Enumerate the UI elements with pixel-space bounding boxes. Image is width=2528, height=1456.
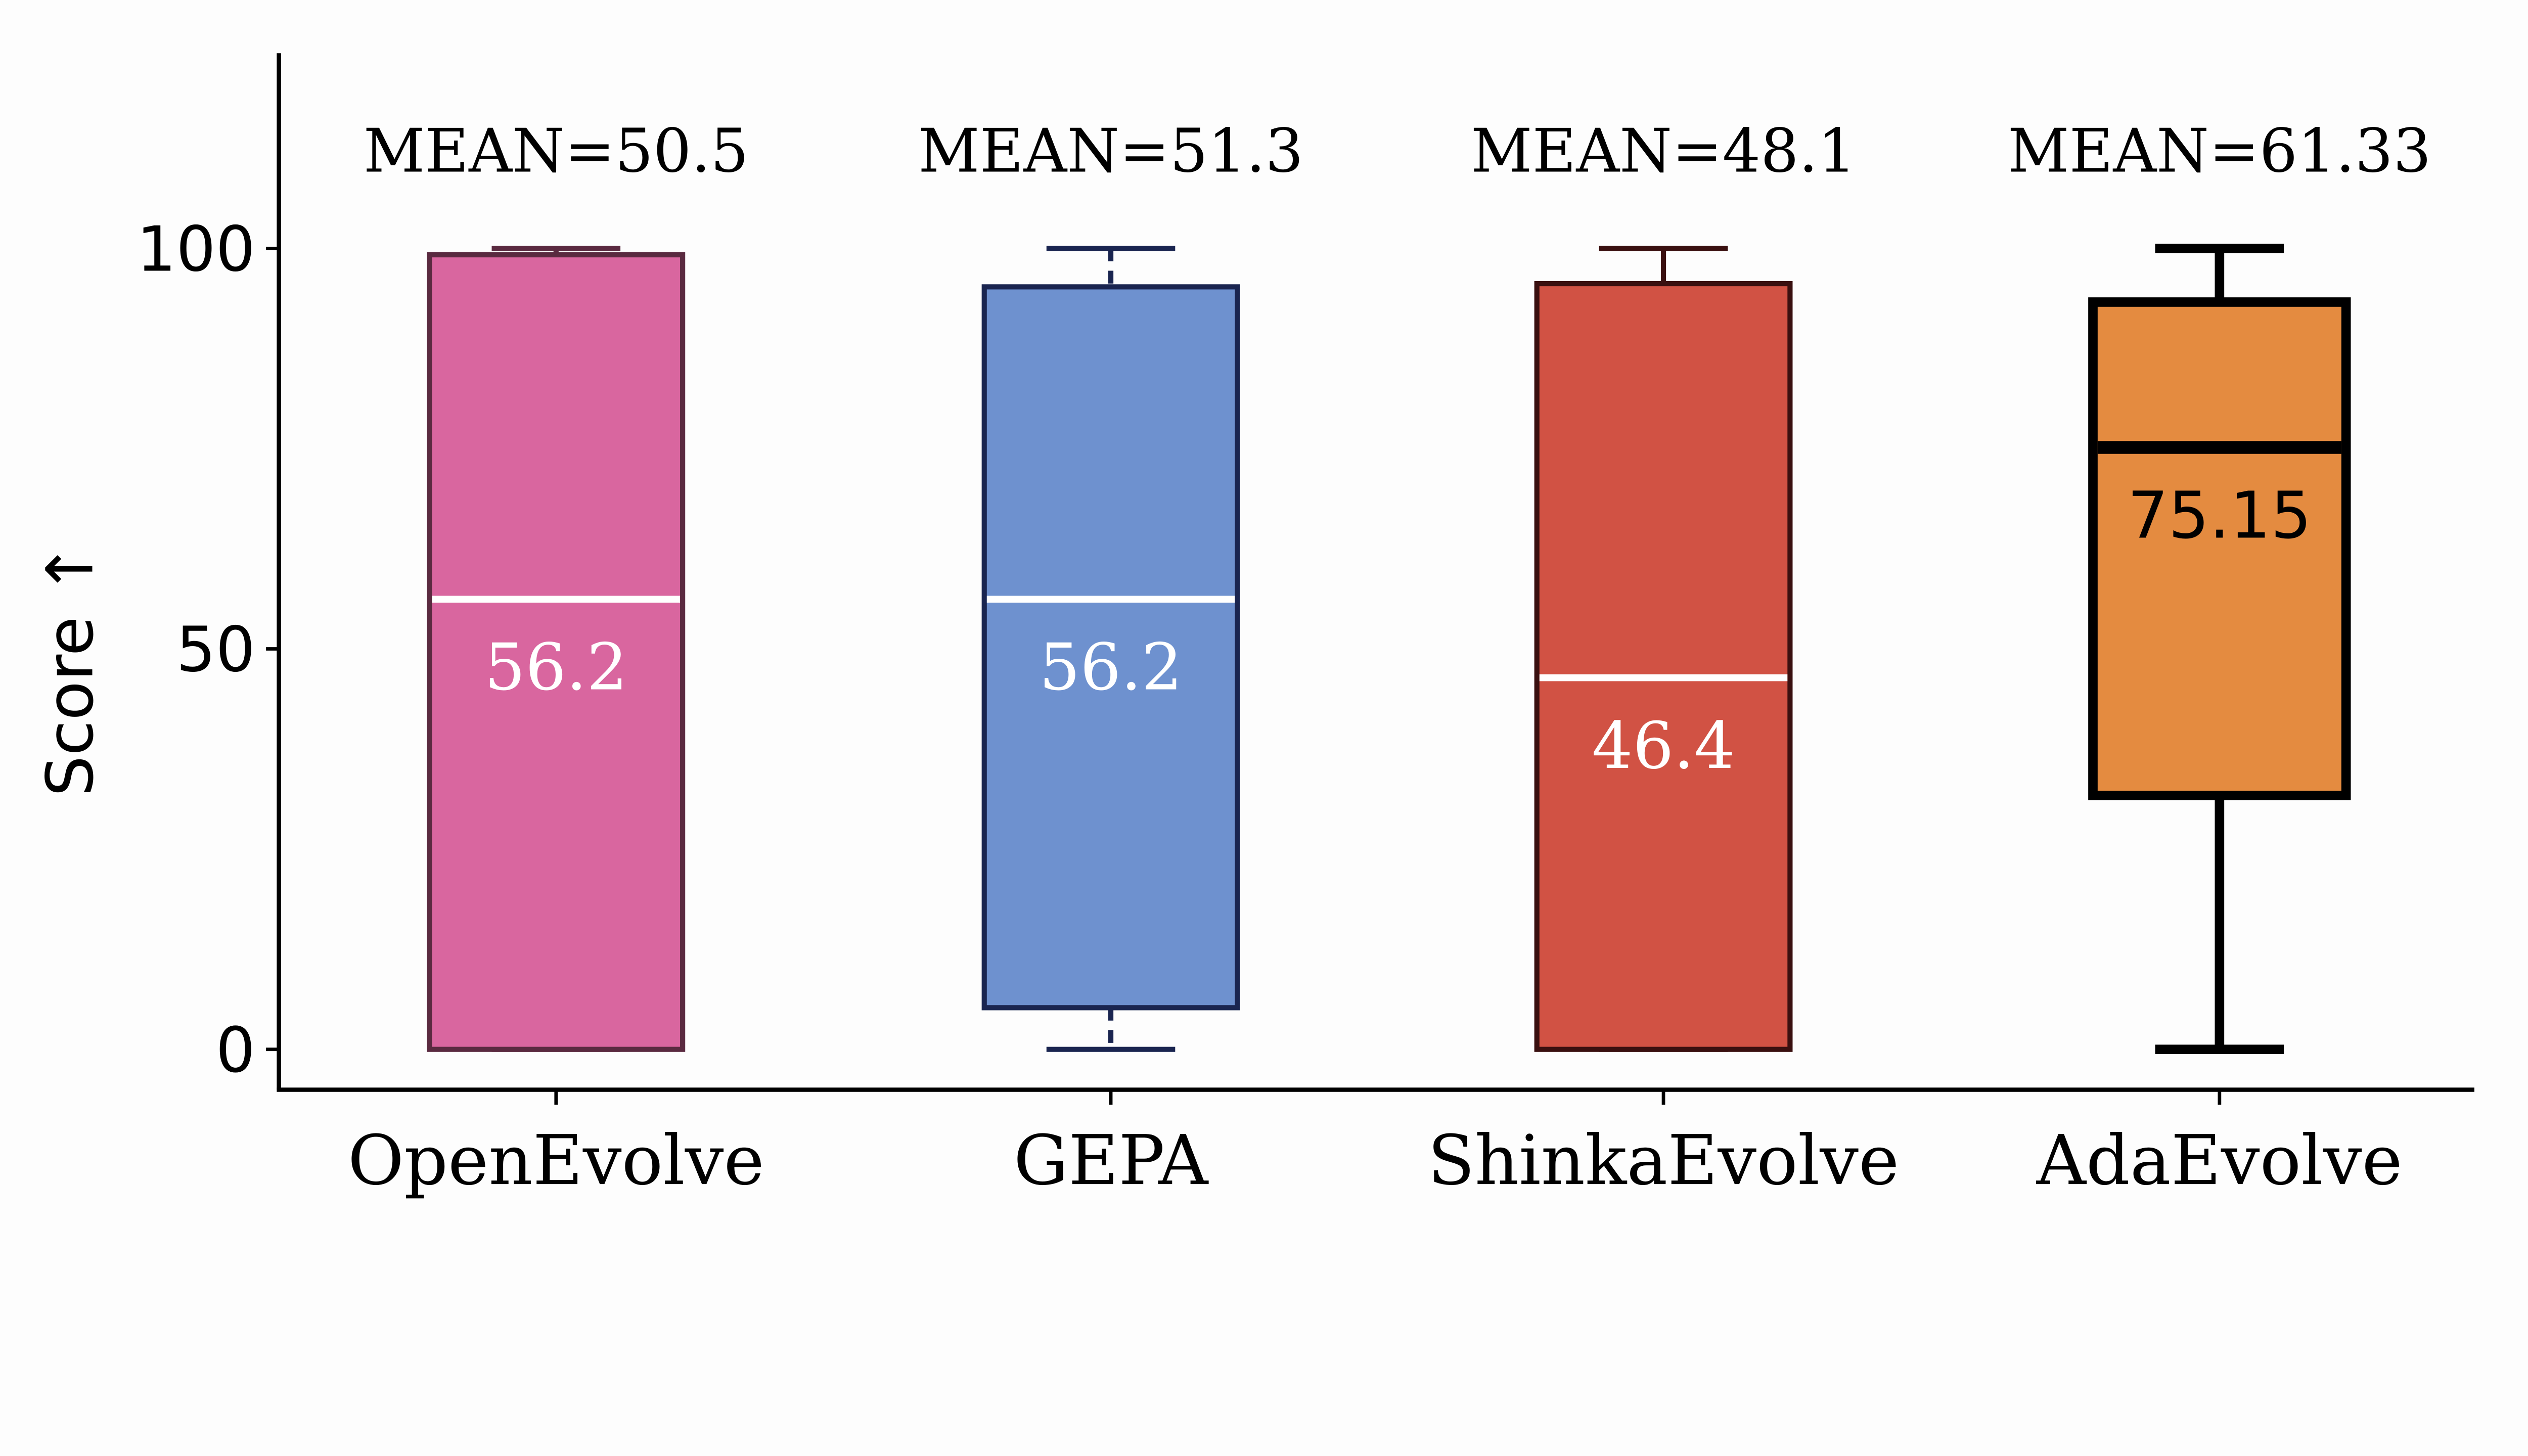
median-label: 75.15 (2128, 478, 2312, 553)
median-label: 56.2 (484, 630, 627, 705)
mean-label: MEAN=51.3 (918, 116, 1303, 186)
y-tick-label: 100 (137, 213, 255, 286)
box-shinkaevolve (1534, 281, 1793, 1052)
y-ticks: 0 50 100 (137, 213, 279, 1087)
y-axis-label: Score ↑ (33, 542, 108, 797)
x-ticks: OpenEvolve GEPA ShinkaEvolve AdaEvolve (348, 1089, 2403, 1201)
box-openevolve (427, 252, 686, 1052)
box-adaevolve (2088, 297, 2351, 800)
boxes-layer: 56.2 MEAN=50.5 56.2 MEAN=51.3 46.4 MEAN=48.1 7… (364, 116, 2431, 1055)
x-tick-label: ShinkaEvolve (1428, 1121, 1900, 1201)
median-label: 46.4 (1592, 709, 1735, 784)
x-tick-label: OpenEvolve (348, 1121, 764, 1201)
y-tick-label: 50 (176, 614, 255, 687)
y-tick-label: 0 (216, 1015, 255, 1087)
mean-label: MEAN=48.1 (1471, 116, 1856, 186)
x-tick-label: GEPA (1014, 1121, 1209, 1201)
x-tick-label: AdaEvolve (2036, 1121, 2403, 1201)
box-gepa (981, 284, 1240, 1011)
mean-label: MEAN=50.5 (364, 116, 749, 186)
mean-label: MEAN=61.33 (2008, 116, 2431, 186)
median-label: 56.2 (1039, 630, 1182, 705)
box-plot-chart: 56.2 MEAN=50.5 56.2 MEAN=51.3 46.4 MEAN=48.1 7… (33, 53, 2474, 1201)
